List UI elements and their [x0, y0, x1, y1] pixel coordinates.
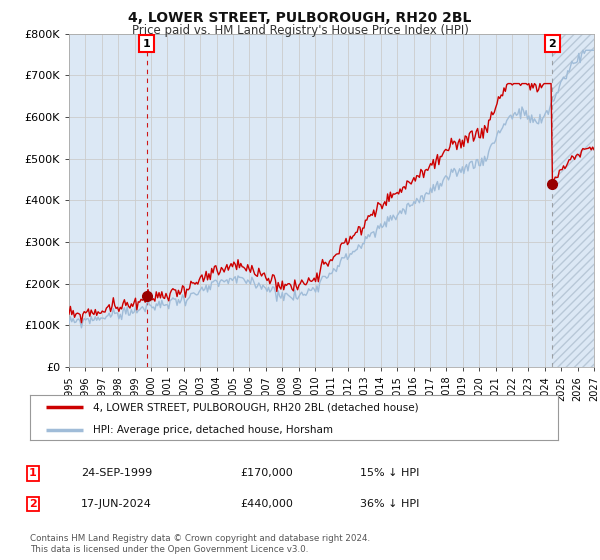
Text: 36% ↓ HPI: 36% ↓ HPI [360, 499, 419, 509]
Text: 17-JUN-2024: 17-JUN-2024 [81, 499, 152, 509]
Text: 1: 1 [29, 468, 37, 478]
Text: £440,000: £440,000 [240, 499, 293, 509]
Text: 15% ↓ HPI: 15% ↓ HPI [360, 468, 419, 478]
Text: HPI: Average price, detached house, Horsham: HPI: Average price, detached house, Hors… [94, 424, 334, 435]
Text: Contains HM Land Registry data © Crown copyright and database right 2024.
This d: Contains HM Land Registry data © Crown c… [30, 534, 370, 554]
Text: 4, LOWER STREET, PULBOROUGH, RH20 2BL: 4, LOWER STREET, PULBOROUGH, RH20 2BL [128, 11, 472, 25]
Text: 24-SEP-1999: 24-SEP-1999 [81, 468, 152, 478]
Text: £170,000: £170,000 [240, 468, 293, 478]
Text: 2: 2 [29, 499, 37, 509]
Text: 1: 1 [143, 39, 151, 49]
Text: Price paid vs. HM Land Registry's House Price Index (HPI): Price paid vs. HM Land Registry's House … [131, 24, 469, 36]
Text: 4, LOWER STREET, PULBOROUGH, RH20 2BL (detached house): 4, LOWER STREET, PULBOROUGH, RH20 2BL (d… [94, 402, 419, 412]
Text: 2: 2 [548, 39, 556, 49]
